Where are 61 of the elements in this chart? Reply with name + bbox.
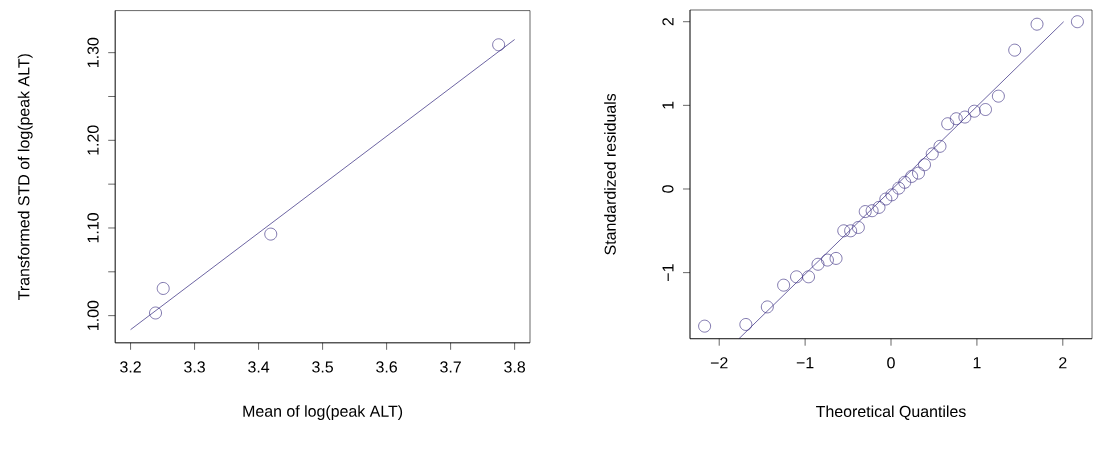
y-tick-label: 2	[662, 18, 674, 26]
point	[698, 319, 711, 333]
x-tick-label: −2	[710, 357, 728, 369]
x-tick-label: 3.4	[248, 361, 270, 373]
point	[892, 181, 906, 195]
point	[865, 204, 879, 218]
point	[790, 270, 803, 284]
point	[821, 253, 834, 267]
y-axis-title: Transformed STD of log(peak ALT)	[17, 54, 33, 300]
point	[879, 192, 893, 206]
x-tick-label: 1	[973, 357, 981, 369]
x-tick-label: −1	[796, 357, 814, 369]
y-tick-label: 1.10	[87, 213, 99, 243]
x-tick-label: 3.8	[504, 361, 526, 373]
point	[811, 257, 825, 271]
point	[760, 300, 774, 314]
y-tick-label: 1.30	[87, 37, 99, 67]
point	[149, 306, 162, 320]
point	[958, 110, 972, 124]
point	[1071, 15, 1084, 29]
point	[933, 139, 947, 153]
y-axis-title: Standardized residuals	[604, 93, 616, 255]
x-tick-label: 3.6	[376, 361, 397, 373]
x-tick-label: 3.5	[312, 361, 333, 373]
x-axis-title: Mean of log(peak ALT)	[243, 405, 403, 420]
y-tick-label: 0	[662, 185, 674, 193]
point	[156, 282, 170, 295]
point	[872, 201, 886, 214]
point	[925, 147, 939, 161]
point	[1008, 43, 1022, 57]
x-tick-label: 3.3	[184, 361, 205, 373]
point	[1030, 17, 1044, 31]
y-tick-label: 1.20	[87, 125, 99, 155]
point	[918, 158, 931, 172]
point	[905, 170, 918, 183]
x-tick-label: 2	[1059, 357, 1067, 369]
point	[264, 227, 278, 241]
y-tick-label: 1	[662, 101, 674, 109]
y-tick-label: 1.00	[87, 300, 99, 330]
point	[492, 38, 505, 52]
point	[898, 175, 912, 189]
point	[844, 224, 857, 238]
point	[802, 270, 815, 284]
point	[949, 112, 963, 126]
point	[967, 104, 981, 118]
point	[858, 205, 872, 218]
point	[885, 188, 899, 202]
point	[852, 221, 865, 234]
x-axis-title: Theoretical Quantiles	[816, 405, 966, 420]
point	[777, 278, 790, 292]
point	[941, 117, 955, 131]
point	[992, 89, 1005, 103]
point	[912, 166, 925, 180]
x-tick-label: 3.7	[440, 361, 461, 373]
x-tick-label: 3.2	[120, 361, 141, 373]
point	[829, 252, 843, 265]
y-tick-label: −1	[662, 264, 674, 281]
point	[979, 103, 992, 116]
point	[837, 224, 851, 238]
point	[739, 318, 753, 331]
x-tick-label: 0	[887, 357, 895, 369]
